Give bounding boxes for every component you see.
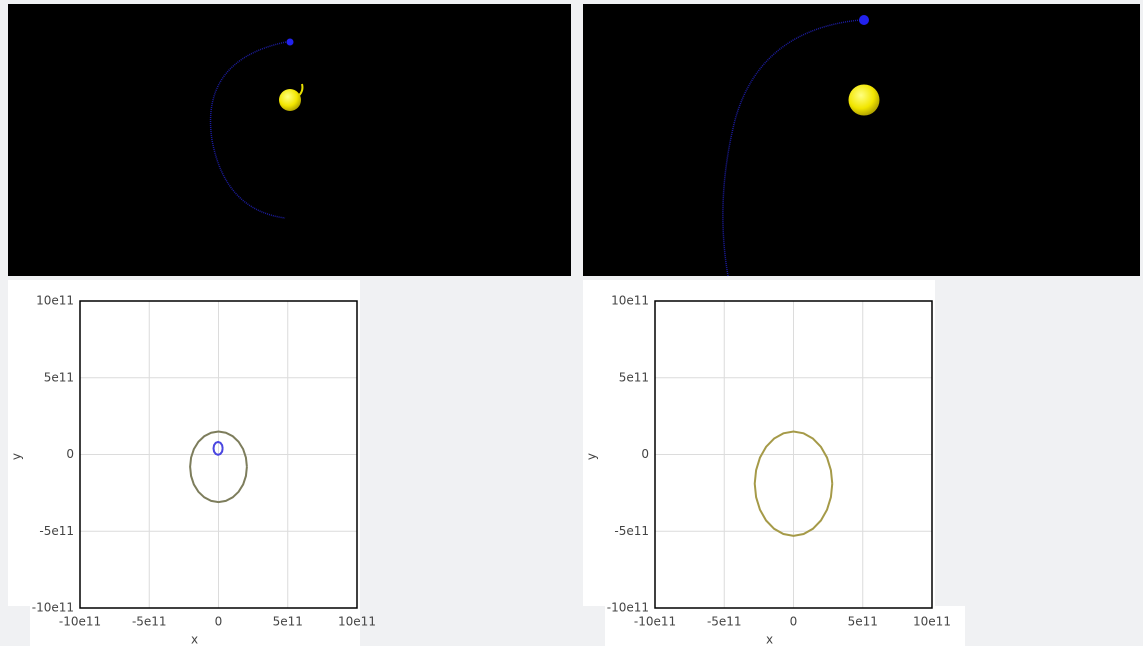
y-tick-label: 5e11: [619, 370, 649, 384]
star: [279, 89, 301, 111]
x-tick-label: 10e11: [338, 615, 376, 629]
y-tick-label: 0: [641, 447, 649, 461]
plot-frame: [79, 300, 358, 609]
x-tick-label: 0: [790, 615, 798, 629]
y-tick-label: 5e11: [44, 370, 74, 384]
orbit-line: [753, 430, 834, 537]
scene-right: [583, 4, 1140, 276]
y-tick-label: -5e11: [614, 524, 649, 538]
x-axis-label: x: [766, 633, 773, 647]
star: [848, 84, 880, 116]
orbit-trail: [209, 41, 287, 219]
planet: [859, 15, 869, 25]
planet: [286, 38, 294, 46]
x-axis-label: x: [191, 633, 198, 647]
y-tick-label: -5e11: [39, 524, 74, 538]
x-tick-label: 10e11: [913, 615, 951, 629]
plot-panel: [8, 280, 360, 606]
x-tick-label: -5e11: [132, 615, 167, 629]
x-tick-label: 0: [215, 615, 223, 629]
orbit-line: [189, 430, 248, 504]
y-axis-label: y: [585, 453, 599, 460]
plot-panel: [583, 280, 935, 606]
x-tick-label: -10e11: [634, 615, 676, 629]
y-tick-label: -10e11: [32, 601, 74, 615]
y-tick-label: 10e11: [36, 294, 74, 308]
x-tick-label: 5e11: [848, 615, 878, 629]
y-tick-label: 0: [66, 447, 74, 461]
scene-left: [8, 4, 571, 276]
y-tick-label: -10e11: [607, 601, 649, 615]
x-tick-label: 5e11: [273, 615, 303, 629]
orbit-line: [212, 440, 224, 456]
x-tick-label: -10e11: [59, 615, 101, 629]
plot-panel: [30, 606, 360, 646]
y-tick-label: 10e11: [611, 294, 649, 308]
plot-panel: [605, 606, 965, 646]
y-axis-label: y: [10, 453, 24, 460]
plot-frame: [654, 300, 933, 609]
x-tick-label: -5e11: [707, 615, 742, 629]
orbit-trail: [722, 19, 861, 277]
